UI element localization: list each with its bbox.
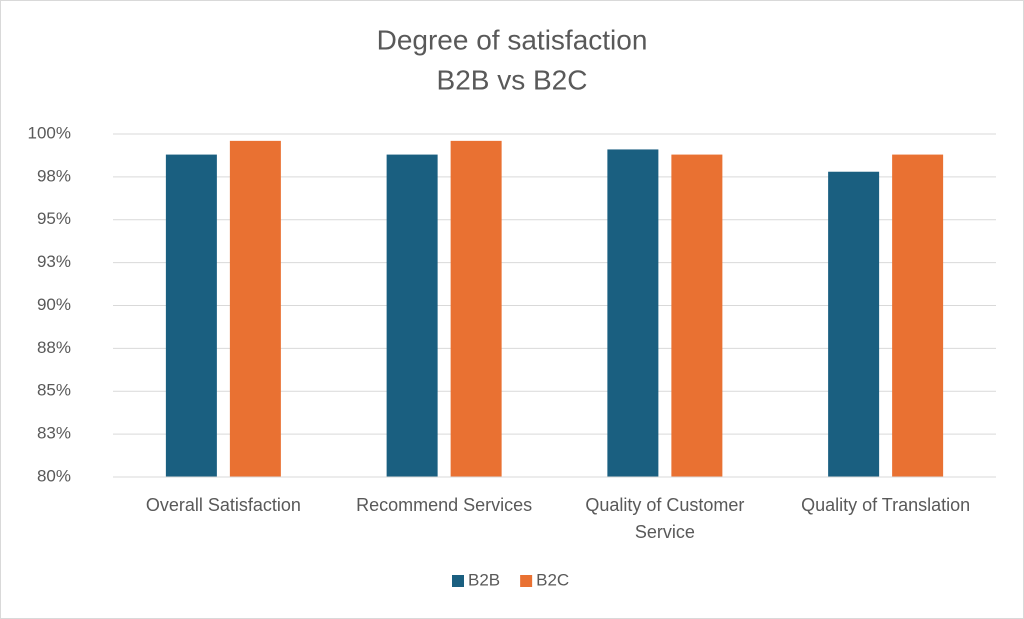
y-tick-label: 88%: [37, 338, 71, 357]
bar: [229, 140, 281, 478]
x-tick-label: Recommend Services: [356, 495, 532, 515]
bar: [828, 171, 880, 478]
y-tick-label: 95%: [37, 209, 71, 228]
bar: [892, 154, 944, 477]
y-tick-label: 98%: [37, 166, 71, 185]
bar: [671, 154, 723, 477]
x-tick-label: Quality of Translation: [801, 495, 970, 515]
bar: [165, 154, 217, 477]
bar: [386, 154, 438, 477]
y-tick-label: 83%: [37, 424, 71, 443]
y-tick-label: 100%: [28, 123, 71, 142]
x-tick-label: Quality of Customer Service: [585, 495, 744, 542]
y-tick-label: 85%: [37, 381, 71, 400]
chart-title: Degree of satisfaction: [377, 24, 648, 55]
x-tick-label: Overall Satisfaction: [146, 495, 301, 515]
bar: [607, 149, 659, 477]
y-tick-label: 80%: [37, 466, 71, 485]
legend-label: B2B: [468, 570, 500, 589]
legend-swatch: [520, 575, 533, 587]
legend-swatch: [452, 575, 464, 587]
y-tick-label: 93%: [37, 252, 71, 271]
bar: [450, 140, 502, 478]
legend-label: B2C: [536, 570, 569, 589]
y-tick-label: 90%: [37, 295, 71, 314]
chart-subtitle: B2B vs B2C: [437, 64, 588, 95]
